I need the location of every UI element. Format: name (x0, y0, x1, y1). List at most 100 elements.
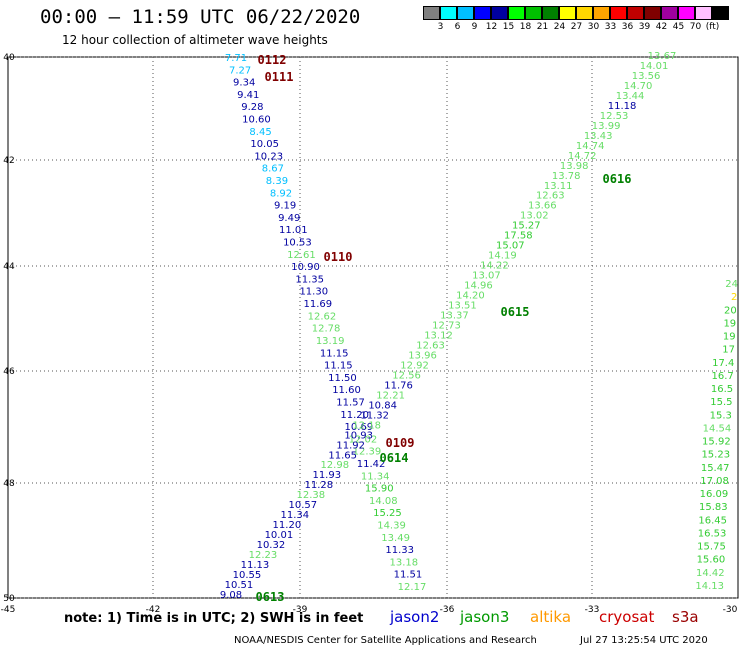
latitude-tick-label: 50 (3, 594, 15, 604)
swh-value-label: 13.19 (316, 336, 345, 347)
swh-value-label: 11.76 (384, 380, 413, 391)
swh-value-label: 11.32 (360, 410, 389, 421)
swh-value-label: 14.96 (464, 281, 493, 292)
longitude-tick-label: -42 (146, 605, 161, 615)
scale-swatch (678, 6, 695, 20)
swh-value-label: 12.63 (536, 191, 565, 202)
swh-value-label: 15.23 (701, 450, 730, 461)
swh-value-label: 17.4 (712, 358, 734, 369)
scale-swatch (695, 6, 712, 20)
swh-value-label: 15.75 (697, 542, 726, 553)
swh-value-label: 24 (725, 279, 738, 290)
swh-value-label: 13.37 (440, 311, 469, 322)
swh-value-label: 13.43 (584, 131, 613, 142)
swh-value-label: 15.25 (373, 508, 402, 519)
legend-item-cryosat: cryosat (599, 608, 655, 626)
swh-value-label: 14.42 (696, 568, 725, 579)
scale-label: 42 (655, 22, 668, 32)
scale-label: 27 (570, 22, 583, 32)
swh-value-label: 13.66 (528, 201, 557, 212)
swh-value-label: 17.08 (700, 476, 729, 487)
scale-label: 24 (553, 22, 566, 32)
swh-value-label: 11.35 (295, 274, 324, 285)
swh-value-label: 10.01 (265, 530, 294, 541)
longitude-tick-label: -39 (293, 605, 308, 615)
swh-value-label: 10.57 (289, 500, 318, 511)
swh-value-label: 15.60 (697, 555, 726, 566)
scale-label: (ft) (705, 22, 720, 32)
swh-value-label: 12.62 (308, 311, 337, 322)
swh-value-label: 11.18 (608, 101, 637, 112)
swh-value-label: 2 (731, 292, 737, 303)
scale-label: 18 (519, 22, 532, 32)
swh-value-label: 10.60 (242, 115, 271, 126)
scale-label: 12 (485, 22, 498, 32)
scale-label: 45 (672, 22, 685, 32)
latitude-tick-label: 48 (3, 479, 15, 489)
swh-value-label: 16.5 (711, 384, 733, 395)
swh-value-label: 11.30 (299, 287, 328, 298)
pass-time-label: 0613 (256, 590, 285, 604)
swh-value-label: 11.65 (328, 450, 357, 461)
swh-value-label: 10.84 (368, 400, 397, 411)
scale-swatch (525, 6, 542, 20)
swh-value-label: 14.19 (488, 251, 517, 262)
swh-value-label: 12.23 (249, 550, 278, 561)
scale-label: 3 (437, 22, 444, 32)
swh-value-label: 12.21 (376, 390, 405, 401)
swh-value-label: 11.57 (336, 397, 365, 408)
swh-value-label: 10.53 (283, 238, 312, 249)
legend-item-jason2: jason2 (390, 608, 440, 626)
swh-value-label: 10.51 (225, 580, 254, 591)
longitude-tick-label: -30 (723, 605, 738, 615)
swh-value-label: 9.34 (233, 78, 255, 89)
swh-value-label: 14.22 (480, 261, 509, 272)
swh-value-label: 16.53 (698, 528, 727, 539)
swh-value-label: 7.27 (229, 65, 251, 76)
swh-value-label: 12.73 (432, 321, 461, 332)
swh-value-label: 13.67 (648, 51, 677, 62)
pass-time-label: 0110 (324, 250, 353, 264)
swh-value-label: 13.11 (544, 181, 573, 192)
swh-value-label: 11.34 (361, 471, 390, 482)
swh-value-label: 15.90 (365, 484, 394, 495)
swh-value-label: 12.18 (352, 420, 381, 431)
longitude-tick-label: -33 (585, 605, 600, 615)
swh-value-label: 15.92 (702, 437, 731, 448)
swh-value-label: 14.74 (576, 141, 605, 152)
legend-item-altika: altika (530, 608, 572, 626)
swh-value-label: 15.5 (710, 397, 732, 408)
swh-value-label: 11.51 (394, 570, 423, 581)
swh-value-label: 13.12 (424, 330, 453, 341)
scale-label: 33 (604, 22, 617, 32)
scale-label: 21 (536, 22, 549, 32)
scale-swatch (627, 6, 644, 20)
scale-label: 30 (587, 22, 600, 32)
timestamp-text: Jul 27 13:25:54 UTC 2020 (580, 635, 708, 646)
swh-value-label: 13.07 (472, 271, 501, 282)
swh-value-label: 10.69 (344, 422, 373, 433)
swh-value-label: 11.34 (281, 510, 310, 521)
pass-time-label: 0616 (603, 172, 632, 186)
scale-label: 36 (621, 22, 634, 32)
pass-time-label: 0112 (258, 53, 287, 67)
swh-value-label: 12.02 (349, 434, 378, 445)
swh-value-label: 10.05 (250, 139, 279, 150)
swh-value-label: 12.98 (320, 460, 349, 471)
scale-label: 39 (638, 22, 651, 32)
swh-value-label: 16.09 (700, 489, 729, 500)
swh-value-label: 10.55 (233, 570, 262, 581)
swh-value-label: 11.28 (304, 480, 333, 491)
swh-value-label: 14.20 (456, 291, 485, 302)
swh-value-label: 11.15 (324, 361, 353, 372)
swh-value-label: 13.99 (592, 121, 621, 132)
scale-label: 70 (689, 22, 702, 32)
scale-swatch (508, 6, 525, 20)
scale-swatch (576, 6, 593, 20)
footer-note: note: 1) Time is in UTC; 2) SWH is in fe… (64, 611, 364, 626)
swh-value-label: 19 (723, 332, 736, 343)
scale-swatch (440, 6, 457, 20)
swh-value-label: 14.01 (640, 61, 669, 72)
swh-value-label: 8.45 (249, 127, 271, 138)
